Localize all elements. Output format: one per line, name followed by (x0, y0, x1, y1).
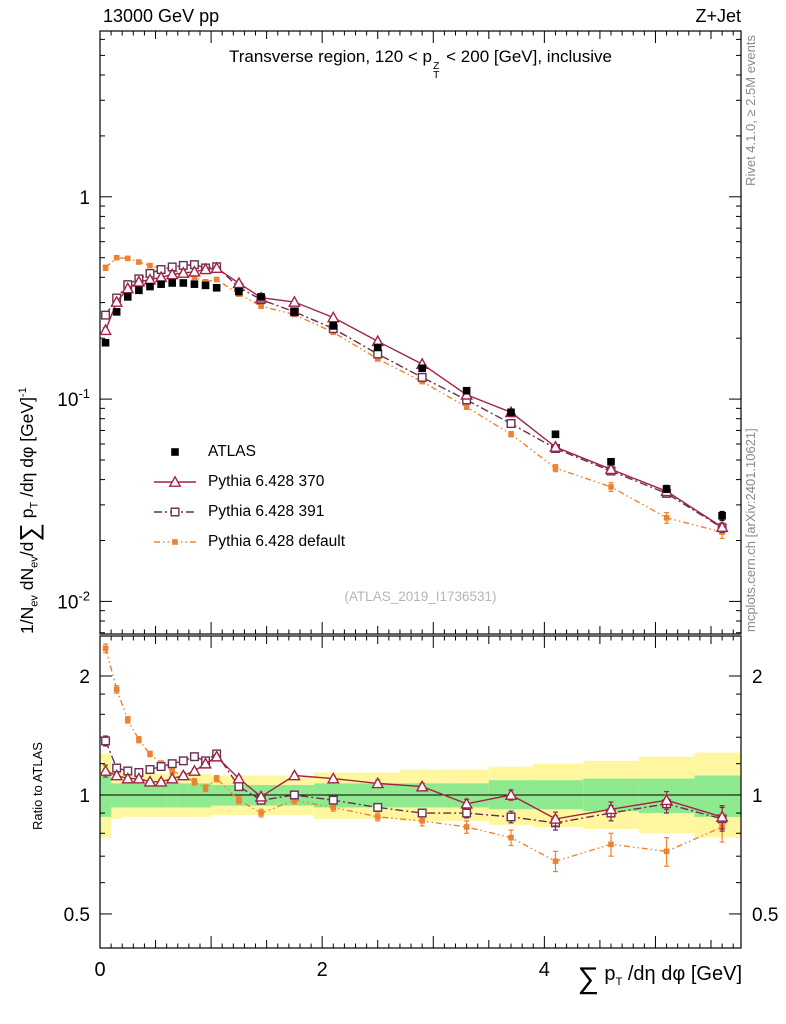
analysis-id-watermark: (ATLAS_2019_I1736531) (344, 589, 497, 604)
xlab-seg: T (615, 976, 623, 988)
ylab-seg: ev (28, 556, 41, 568)
svg-text:0.5: 0.5 (752, 905, 778, 926)
svg-text:1: 1 (752, 786, 763, 807)
svg-text:2: 2 (317, 959, 328, 981)
sum-symbol: ∑ (14, 523, 44, 542)
legend-label: Pythia 6.428 370 (208, 473, 325, 490)
legend-label: Pythia 6.428 391 (208, 503, 325, 520)
pythia-370-marker-icon (154, 475, 196, 487)
ylab-seg: 1/N (17, 606, 37, 634)
svg-text:0.5: 0.5 (64, 905, 90, 926)
svg-text:1: 1 (79, 786, 90, 807)
svg-text:4: 4 (539, 959, 550, 981)
legend-item-atlas: ATLAS (152, 437, 345, 467)
ylab-seg: p (17, 508, 37, 524)
mcplots-arxiv-note: mcplots.cern.ch [arXiv:2401.10621] (743, 428, 758, 632)
cut-title-sup: Z (433, 60, 440, 72)
ylab-seg: dN (17, 567, 37, 596)
legend-item-pythia-370: Pythia 6.428 370 (152, 467, 345, 497)
svg-text:1: 1 (79, 188, 90, 209)
xlab-seg: /dη dφ [GeV] (622, 963, 742, 985)
process-label: Z+Jet (695, 6, 741, 26)
legend-label: Pythia 6.428 default (208, 533, 346, 550)
legend-item-pythia-391: Pythia 6.428 391 (152, 497, 345, 527)
xlab-seg: p (598, 963, 616, 985)
svg-text:2: 2 (752, 667, 763, 688)
atlas-marker-icon (171, 448, 179, 456)
ylab-seg: /dη dφ [GeV] (17, 397, 37, 502)
beam-energy-label: 13000 GeV pp (103, 6, 220, 26)
ylab-seg: -1 (17, 387, 30, 398)
ylab-seg: ev (28, 595, 41, 607)
cut-title-sub: T (433, 69, 440, 81)
svg-text:0: 0 (94, 959, 105, 981)
legend-item-pythia-default: Pythia 6.428 default (152, 527, 345, 557)
cut-title-prefix: Transverse region, 120 < p (228, 47, 432, 66)
svg-text:10-1: 10-1 (57, 386, 90, 411)
x-axis-label: ∑ pT /dη dφ [GeV] (577, 962, 742, 996)
ylab-seg: T (28, 501, 41, 509)
svg-text:10-2: 10-2 (57, 588, 90, 613)
sum-symbol: ∑ (577, 962, 599, 995)
y-axis-label-ratio: Ratio to ATLAS (30, 742, 45, 830)
cut-title-suffix: < 200 [GeV], inclusive (441, 47, 612, 66)
ylab-seg: /d (17, 541, 37, 557)
svg-text:2: 2 (79, 667, 90, 688)
pythia-391-marker-icon (154, 507, 196, 517)
legend-label: ATLAS (208, 443, 256, 460)
rivet-version-note: Rivet 4.1.0, ≥ 2.5M events (743, 35, 758, 186)
legend: ATLAS Pythia 6.428 370 Pythia 6.428 391 … (152, 437, 345, 557)
y-axis-label-main: 1/Nev dNev/d∑ pT /dη dφ [GeV]-1 (14, 30, 45, 634)
pythia-default-marker-icon (154, 539, 196, 545)
